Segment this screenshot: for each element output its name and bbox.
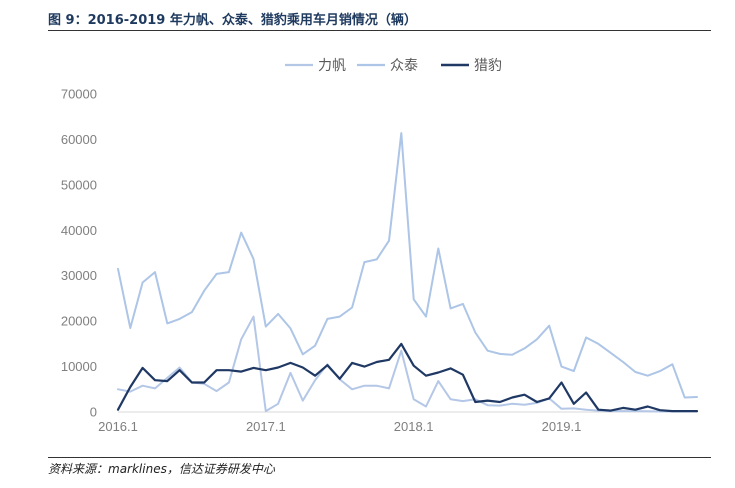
series-line-1 (117, 315, 698, 413)
chart-legend: 力帆 众泰 猎豹 (285, 58, 502, 74)
legend-label: 力帆 (318, 58, 346, 74)
y-tick-label: 60000 (61, 132, 97, 147)
y-tick-label: 0 (90, 405, 97, 420)
x-tick-label: 2017.1 (246, 419, 286, 434)
y-tick-label: 10000 (61, 359, 97, 374)
chart-series-group (116, 132, 699, 413)
x-tick-label: 2019.1 (542, 419, 582, 434)
title-rule (48, 30, 711, 31)
y-tick-label: 20000 (61, 314, 97, 329)
y-tick-label: 30000 (61, 268, 97, 283)
x-tick-label: 2016.1 (98, 419, 138, 434)
source-note: 资料来源：marklines，信达证券研发中心 (48, 462, 275, 476)
y-tick-label: 70000 (61, 87, 97, 102)
series-line-2 (117, 132, 698, 399)
legend-label: 猎豹 (474, 58, 502, 74)
legend-label: 众泰 (390, 58, 418, 74)
x-tick-label: 2018.1 (394, 419, 434, 434)
y-tick-label: 50000 (61, 177, 97, 192)
source-rule (48, 457, 711, 458)
y-axis: 0 10000 20000 30000 40000 50000 60000 70000 (61, 87, 97, 420)
series-line-3 (116, 342, 699, 413)
y-tick-label: 40000 (61, 223, 97, 238)
x-axis: 2016.1 2017.1 2018.1 2019.1 (98, 411, 697, 434)
figure-title: 图 9：2016-2019 年力帆、众泰、猎豹乘用车月销情况（辆） (48, 13, 417, 28)
